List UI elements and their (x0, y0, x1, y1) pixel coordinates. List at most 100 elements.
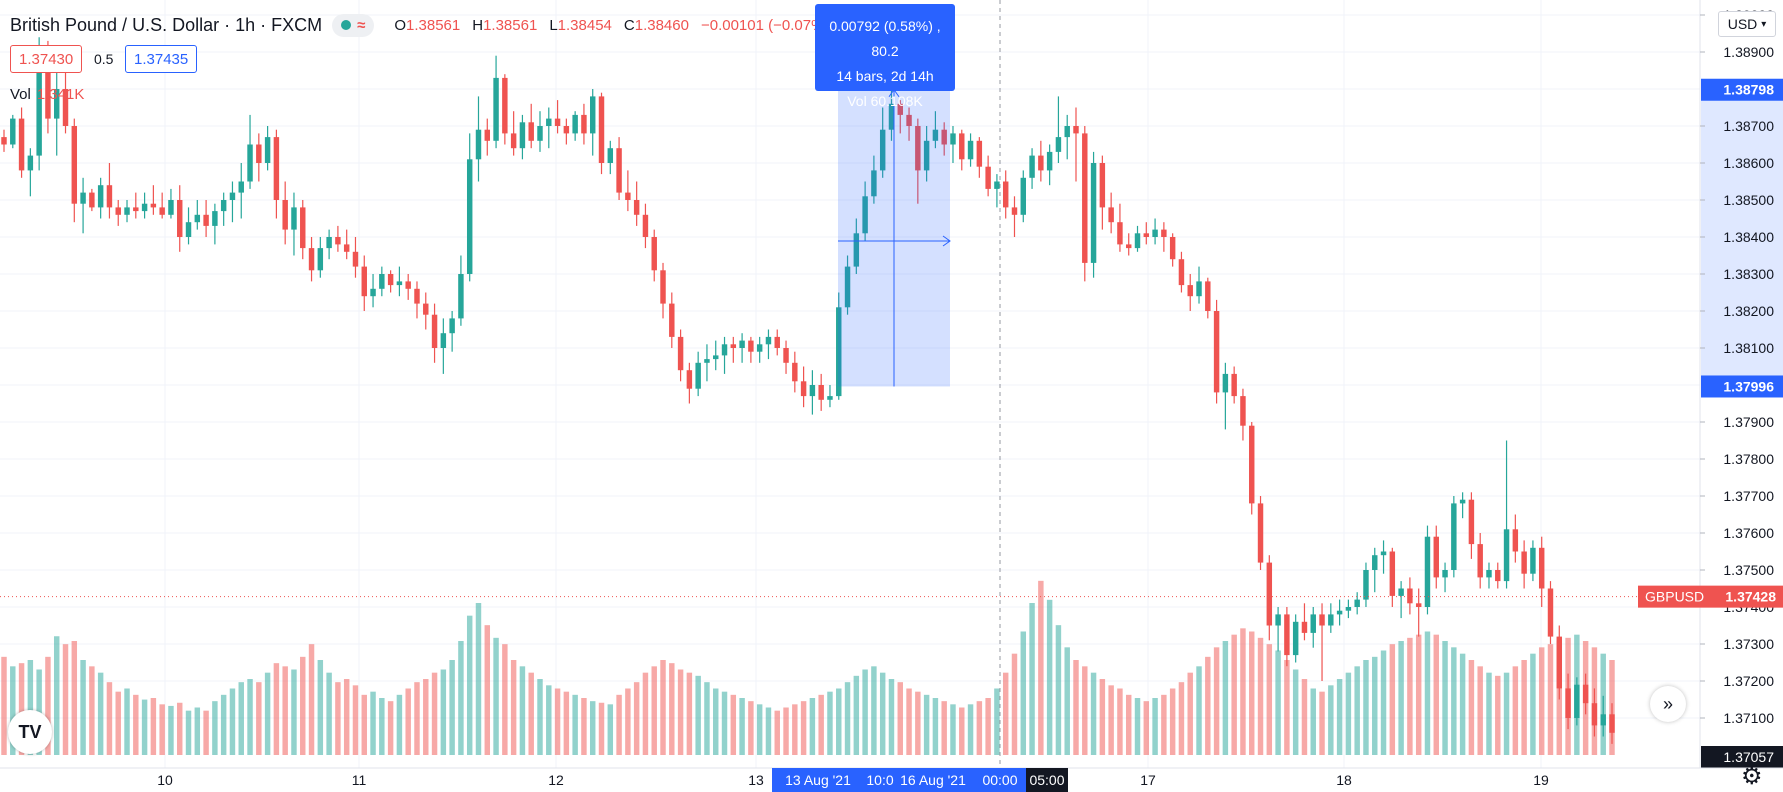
volume-bar (220, 694, 227, 755)
candle-body (1565, 688, 1571, 718)
volume-bar (1222, 641, 1229, 755)
tradingview-logo-icon[interactable]: TV (8, 710, 52, 754)
volume-bar (1002, 672, 1009, 755)
candle-body (1530, 547, 1536, 574)
volume-bar (528, 672, 534, 755)
time-range-end-time: 00:00 (982, 772, 1017, 788)
chart-header: British Pound / U.S. Dollar · 1h · FXCM … (10, 12, 829, 38)
scroll-to-realtime-button[interactable]: » (1650, 686, 1686, 722)
candle-body (414, 288, 420, 304)
volume-bar (1196, 666, 1202, 755)
ask-price-box[interactable]: 1.37435 (125, 45, 198, 73)
price-tick-label: 1.38100 (1723, 340, 1774, 356)
candle-body (853, 233, 860, 267)
candle-body (379, 274, 385, 289)
candle-body (115, 207, 121, 215)
price-tick-label: 1.37100 (1723, 710, 1774, 726)
data-feed-icon: ≈ (357, 16, 366, 34)
cursor-time-badge: 05:00 (1029, 772, 1064, 788)
market-status-badge[interactable]: ≈ (332, 13, 375, 37)
candle-body (563, 126, 570, 134)
candle-body (809, 385, 816, 397)
volume-bar (1266, 644, 1273, 755)
price-tick-label: 1.37800 (1723, 451, 1774, 467)
volume-bar (493, 637, 499, 755)
price-tick-label: 1.37700 (1723, 488, 1774, 504)
currency-selector[interactable]: USD ▾ (1718, 11, 1776, 37)
candle-body (159, 207, 165, 215)
volume-bar (607, 704, 614, 755)
volume-bar (1389, 644, 1396, 755)
price-tick-label: 1.38200 (1723, 303, 1774, 319)
price-tick-label: 1.38300 (1723, 266, 1774, 282)
volume-bar (405, 688, 411, 755)
volume-bar (229, 688, 236, 755)
volume-bar (1468, 660, 1475, 755)
volume-bar (62, 644, 69, 755)
candle-body (1073, 126, 1079, 134)
volume-bar (370, 691, 376, 755)
candle-body (572, 114, 578, 134)
volume-bar (1152, 698, 1158, 755)
candle-body (713, 355, 719, 360)
volume-bar (1099, 679, 1106, 755)
volume-bar (97, 672, 104, 755)
candle-body (677, 336, 684, 371)
volume-bar (809, 698, 816, 755)
candle-body (1275, 614, 1281, 626)
volume-bar (853, 675, 860, 755)
candle-body (1266, 562, 1273, 626)
candle-body (273, 137, 280, 200)
volume-bar (774, 710, 780, 755)
range-high-badge-bg (1701, 78, 1783, 101)
candle-body (1029, 155, 1035, 178)
volume-bar (1372, 656, 1378, 755)
volume-bar (1512, 666, 1519, 755)
candle-body (1547, 588, 1554, 637)
volume-bar (1424, 631, 1431, 755)
ohlc-open: O1.38561 (394, 16, 461, 34)
volume-bar (502, 644, 508, 755)
candle-body (1442, 570, 1448, 578)
candle-body (53, 89, 60, 119)
symbol-title[interactable]: British Pound / U.S. Dollar · 1h · FXCM (10, 14, 323, 35)
price-tick-label: 1.37300 (1723, 636, 1774, 652)
volume-bar (387, 701, 394, 755)
volume-bar (1090, 672, 1097, 755)
candle-body (27, 155, 34, 171)
candle-body (1354, 599, 1360, 607)
candle-body (871, 170, 877, 197)
candle-body (792, 362, 798, 382)
volume-bar (1038, 580, 1044, 755)
bid-price-box[interactable]: 1.37430 (10, 45, 83, 73)
volume-bar (923, 694, 930, 755)
time-tick-label: 11 (352, 772, 367, 788)
candle-body (168, 200, 174, 215)
candle-body (308, 248, 315, 271)
volume-bar (1442, 641, 1448, 755)
chart-settings-gear-icon[interactable]: ⚙ (1741, 763, 1763, 790)
candle-body (291, 207, 297, 230)
candle-body (1433, 536, 1439, 578)
candle-body (959, 133, 965, 160)
volume-bar (1249, 631, 1255, 755)
range-high-badge: 1.38798 (1723, 82, 1774, 98)
candle-body (1055, 137, 1062, 152)
volume-bar (932, 698, 939, 755)
volume-bar (27, 660, 34, 755)
volume-bar (1134, 698, 1141, 755)
volume-bar (168, 705, 174, 755)
candle-body (335, 237, 341, 245)
price-tick-label: 1.38600 (1723, 155, 1774, 171)
candle-body (440, 333, 447, 348)
volume-bar (1319, 691, 1325, 755)
candles (1, 37, 1615, 744)
volume-bar (713, 688, 719, 755)
volume-bar (625, 688, 631, 755)
candle-body (923, 140, 930, 171)
volume-bar (1011, 653, 1018, 755)
volume-bar (291, 669, 297, 755)
candle-body (1574, 684, 1580, 718)
measure-tooltip: 0.00792 (0.58%) , 80.2 14 bars, 2d 14h V… (815, 4, 955, 109)
